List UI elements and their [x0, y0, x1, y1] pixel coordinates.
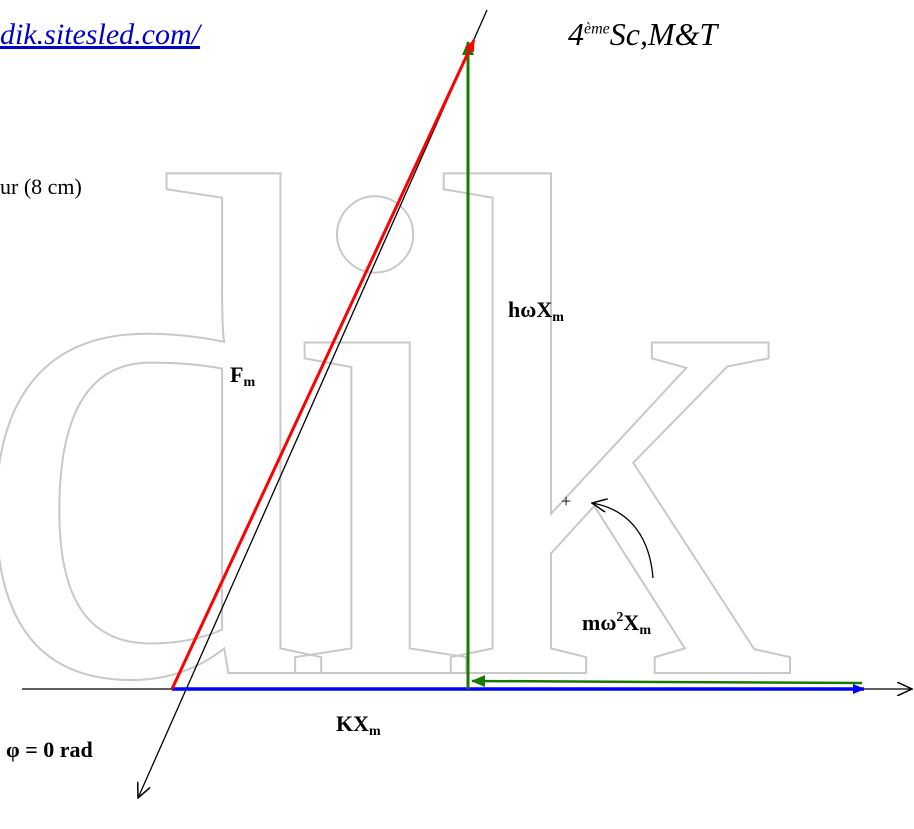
watermark-text: dik	[0, 31, 791, 829]
vector-fm	[170, 39, 476, 690]
label-kxm: KXm	[336, 711, 381, 739]
fresnel-diagram: dik dik.sitesled.com/ 4èmeSc,M&T ur (8 c…	[0, 9, 914, 829]
class-label: 4èmeSc,M&T	[568, 16, 718, 52]
label-hwxm: hωXm	[508, 297, 564, 325]
site-link[interactable]: dik.sitesled.com/	[0, 18, 200, 51]
positive-sense-sign: +	[561, 491, 572, 511]
label-mw2xm: mω2Xm	[582, 610, 651, 638]
phase-reference-line	[138, 9, 488, 798]
vector-diagram	[22, 9, 914, 803]
label-phase: φ = 0 rad	[6, 737, 93, 762]
label-fm: Fm	[230, 362, 256, 390]
scale-note: ur (8 cm)	[0, 174, 82, 199]
vector-mw2xm	[471, 675, 863, 688]
rotation-arrow	[592, 503, 654, 579]
